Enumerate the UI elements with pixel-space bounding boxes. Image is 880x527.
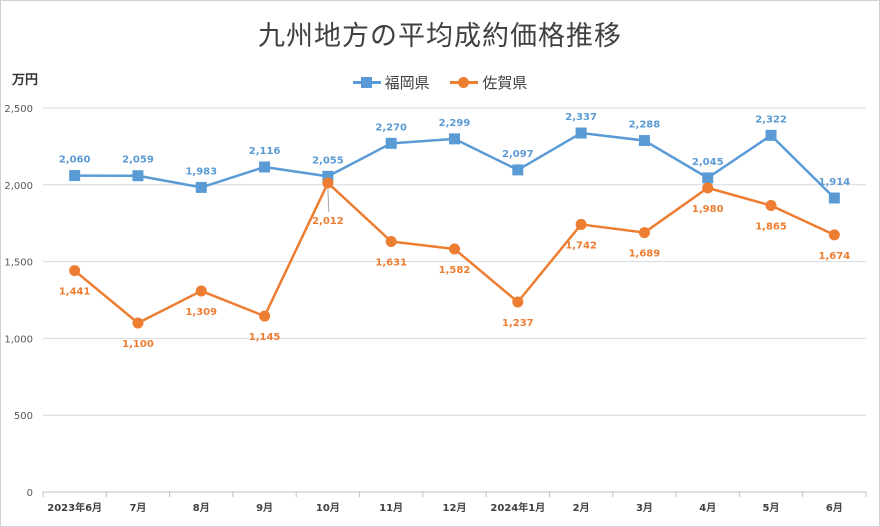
legend: 福岡県 佐賀県 [0,70,880,93]
data-label-fukuoka: 2,045 [692,157,724,168]
data-label-saga: 2,012 [312,216,344,227]
x-tick-label: 11月 [379,502,403,514]
data-label-leader-line [327,188,330,212]
legend-label-saga: 佐賀県 [482,74,528,92]
x-tick-label: 7月 [129,502,146,514]
data-point-square [512,164,524,176]
legend-circle-marker-icon [458,77,470,88]
x-tick-label: 5月 [763,502,780,514]
data-label-fukuoka: 2,060 [59,155,91,166]
data-point-square [195,181,207,193]
data-label-fukuoka: 2,116 [249,146,281,157]
legend-entry-fukuoka: 福岡県 [352,72,430,93]
data-point-square [322,170,334,182]
x-tick-label: 2023年6月 [47,501,102,514]
y-tick-label: 0 [27,488,33,499]
x-tick-label: 10月 [316,502,340,514]
data-point-circle [575,218,587,230]
data-label-fukuoka: 2,337 [565,112,597,123]
y-tick-label: 500 [14,411,33,422]
data-point-square [69,170,81,182]
data-label-saga: 1,309 [185,307,217,318]
data-label-saga: 1,631 [375,257,407,268]
y-axis-unit-label: 万円 [12,73,39,88]
chart-title: 九州地方の平均成約価格推移 [258,21,622,52]
x-tick-label: 3月 [636,502,653,514]
data-label-fukuoka: 2,299 [439,118,471,129]
data-label-fukuoka: 2,097 [502,149,534,160]
data-point-circle [69,265,81,277]
data-point-square [702,172,714,184]
data-label-saga: 1,441 [59,287,91,298]
data-point-circle [259,310,271,322]
data-label-fukuoka: 2,322 [755,114,787,125]
data-point-square [575,127,587,139]
x-tick-label: 8月 [193,502,210,514]
data-label-saga: 1,980 [692,204,724,215]
data-label-saga: 1,100 [122,339,154,350]
y-tick-label: 2,500 [4,104,33,115]
data-point-square [828,192,840,204]
data-point-square [132,170,144,182]
data-label-saga: 1,237 [502,318,534,329]
data-label-fukuoka: 2,055 [312,155,344,166]
x-tick-label: 4月 [699,502,716,514]
data-point-circle [828,229,840,241]
x-tick-label: 2月 [573,502,590,514]
x-tick-label: 6月 [826,502,843,514]
data-point-circle [385,235,397,247]
legend-entry-saga: 佐賀県 [450,72,527,93]
data-point-circle [765,200,777,212]
data-label-saga: 1,865 [755,222,787,233]
data-point-circle [449,243,460,255]
data-point-circle [512,296,524,308]
data-label-saga: 1,689 [629,249,661,260]
data-label-saga: 1,742 [565,240,597,251]
data-point-circle [195,285,207,297]
data-point-circle [638,227,650,239]
data-point-circle [132,317,144,329]
y-tick-label: 1,500 [4,258,33,269]
data-point-circle [702,182,714,194]
data-point-square [259,161,271,173]
data-label-fukuoka: 2,288 [629,120,661,131]
data-label-fukuoka: 1,914 [819,177,851,188]
y-tick-label: 2,000 [4,181,33,192]
data-point-square [638,135,650,147]
x-tick-label: 2024年1月 [490,501,545,514]
data-label-fukuoka: 2,270 [375,122,407,133]
x-tick-label: 9月 [256,502,273,514]
data-label-fukuoka: 2,059 [122,155,154,166]
legend-line-fukuoka [352,77,381,88]
data-point-circle [322,177,334,189]
data-point-square [385,137,397,149]
legend-line-saga [450,77,479,88]
data-label-saga: 1,582 [439,265,471,276]
data-point-square [449,133,460,145]
data-label-fukuoka: 1,983 [185,166,217,177]
data-label-saga: 1,145 [249,332,281,343]
data-point-square [765,129,777,141]
y-tick-label: 1,000 [4,334,33,345]
legend-square-marker-icon [360,77,372,88]
data-label-saga: 1,674 [819,251,851,262]
legend-label-fukuoka: 福岡県 [384,74,430,92]
x-tick-label: 12月 [443,502,467,514]
